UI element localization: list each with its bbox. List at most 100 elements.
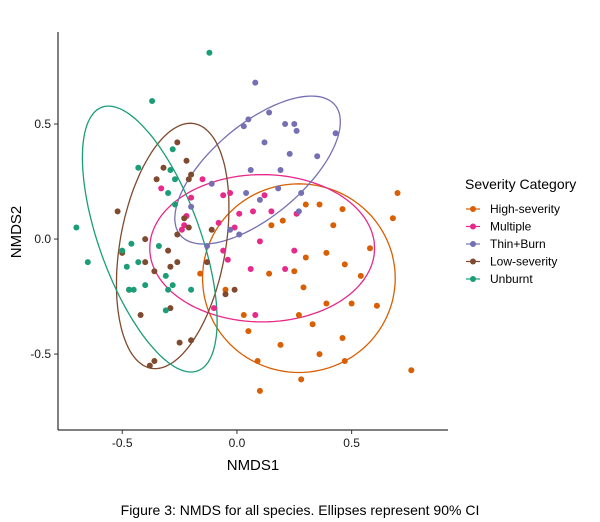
point-unburnt: [85, 259, 91, 265]
point-low-severity: [223, 291, 229, 297]
legend-key-point: [470, 241, 476, 247]
point-multiple: [200, 176, 206, 182]
point-thin-burn: [282, 121, 288, 127]
point-thin-burn: [266, 110, 272, 116]
point-multiple: [188, 195, 194, 201]
point-multiple: [282, 266, 288, 272]
point-thin-burn: [275, 185, 281, 191]
point-unburnt: [188, 287, 194, 293]
point-high-severity: [342, 358, 348, 364]
point-high-severity: [266, 271, 272, 277]
point-multiple: [248, 266, 254, 272]
point-high-severity: [390, 215, 396, 221]
point-thin-burn: [291, 121, 297, 127]
axes: -0.5 0.0 0.5 -0.50.00.5: [30, 32, 448, 450]
point-low-severity: [174, 259, 180, 265]
point-thin-burn: [296, 208, 302, 214]
point-high-severity: [349, 301, 355, 307]
legend-label: Thin+Burn: [490, 237, 546, 251]
legend-key-point: [470, 276, 476, 282]
point-low-severity: [147, 363, 153, 369]
point-high-severity: [395, 190, 401, 196]
point-thin-burn: [241, 123, 247, 129]
point-thin-burn: [209, 181, 215, 187]
point-unburnt: [135, 165, 141, 171]
point-low-severity: [174, 232, 180, 238]
point-multiple: [225, 257, 231, 263]
point-unburnt: [163, 273, 169, 279]
point-thin-burn: [204, 243, 210, 249]
point-unburnt: [135, 259, 141, 265]
point-multiple: [268, 208, 274, 214]
point-high-severity: [278, 342, 284, 348]
point-high-severity: [330, 222, 336, 228]
point-unburnt: [128, 241, 134, 247]
point-unburnt: [172, 202, 178, 208]
point-multiple: [158, 185, 164, 191]
legend-item-low-severity: Low-severity: [466, 255, 557, 269]
point-thin-burn: [227, 227, 233, 233]
point-high-severity: [340, 335, 346, 341]
point-low-severity: [177, 340, 183, 346]
point-high-severity: [301, 284, 307, 290]
point-low-severity: [151, 358, 157, 364]
ellipse-unburnt: [82, 106, 217, 372]
point-unburnt: [170, 282, 176, 288]
point-low-severity: [204, 259, 210, 265]
point-unburnt: [119, 248, 125, 254]
point-high-severity: [323, 250, 329, 256]
point-thin-burn: [257, 197, 263, 203]
point-unburnt: [156, 243, 162, 249]
y-tick-label: 0.0: [34, 232, 51, 246]
point-low-severity: [138, 312, 144, 318]
point-thin-burn: [245, 116, 251, 122]
point-multiple: [220, 192, 226, 198]
point-high-severity: [340, 206, 346, 212]
legend-label: Low-severity: [490, 255, 557, 269]
point-thin-burn: [287, 151, 293, 157]
point-low-severity: [184, 158, 190, 164]
point-thin-burn: [298, 190, 304, 196]
point-multiple: [252, 312, 258, 318]
point-multiple: [216, 220, 222, 226]
point-unburnt: [131, 287, 137, 293]
point-unburnt: [165, 287, 171, 293]
point-unburnt: [165, 190, 171, 196]
point-multiple: [227, 190, 233, 196]
point-unburnt: [163, 307, 169, 313]
legend-key-point: [470, 224, 476, 230]
legend-key-point: [470, 259, 476, 265]
point-thin-burn: [236, 232, 242, 238]
legend-key-point: [470, 206, 476, 212]
point-low-severity: [167, 264, 173, 270]
point-high-severity: [255, 358, 261, 364]
point-unburnt: [124, 264, 130, 270]
point-high-severity: [342, 261, 348, 267]
point-multiple: [211, 305, 217, 311]
point-multiple: [257, 238, 263, 244]
point-high-severity: [291, 268, 297, 274]
point-unburnt: [167, 167, 173, 173]
figure-caption: Figure 3: NMDS for all species. Ellipses…: [0, 502, 600, 518]
point-thin-burn: [188, 204, 194, 210]
point-multiple: [291, 248, 297, 254]
point-unburnt: [206, 50, 212, 56]
point-thin-burn: [294, 128, 300, 134]
point-high-severity: [296, 312, 302, 318]
point-high-severity: [323, 301, 329, 307]
point-low-severity: [165, 248, 171, 254]
legend-label: Unburnt: [490, 272, 533, 286]
x-tick-label: -0.5: [112, 436, 133, 450]
point-thin-burn: [243, 190, 249, 196]
point-low-severity: [209, 227, 215, 233]
legend-item-unburnt: Unburnt: [466, 272, 533, 286]
point-high-severity: [298, 376, 304, 382]
point-unburnt: [142, 282, 148, 288]
y-tick-label: -0.5: [30, 347, 51, 361]
point-high-severity: [310, 321, 316, 327]
point-high-severity: [367, 245, 373, 251]
point-low-severity: [161, 165, 167, 171]
point-high-severity: [245, 328, 251, 334]
point-thin-burn: [333, 130, 339, 136]
point-unburnt: [170, 146, 176, 152]
